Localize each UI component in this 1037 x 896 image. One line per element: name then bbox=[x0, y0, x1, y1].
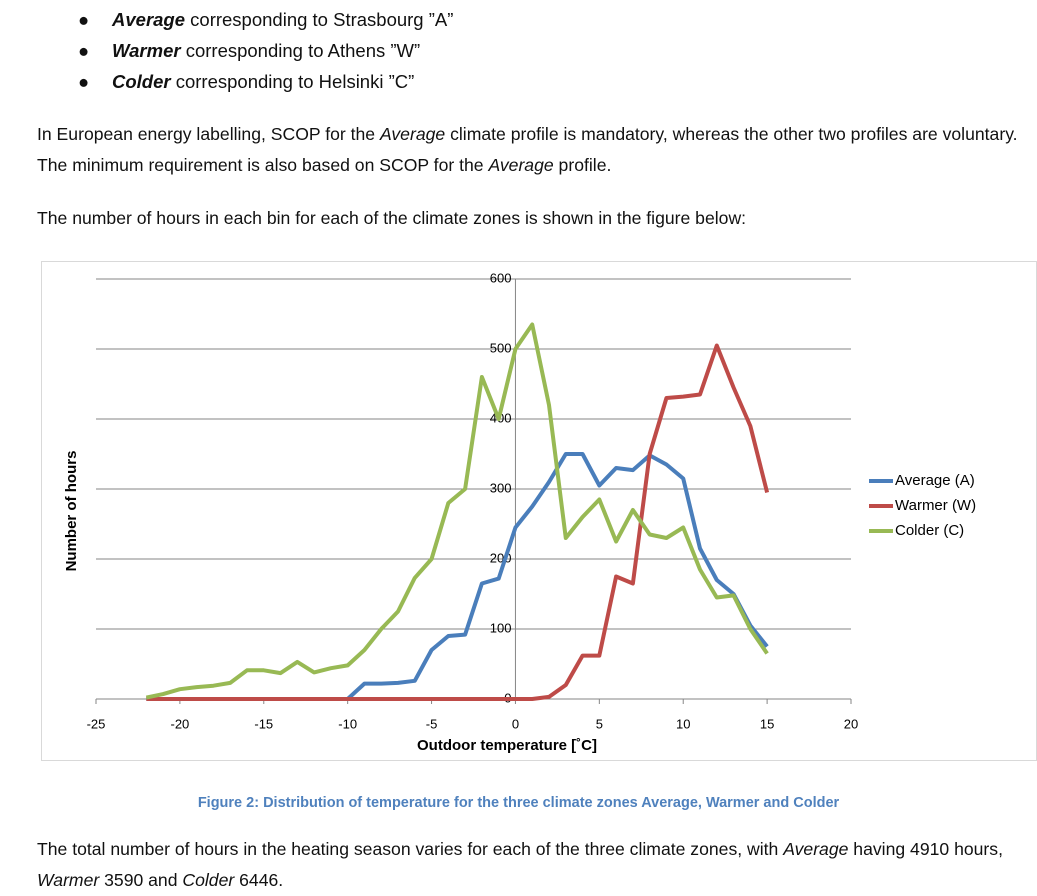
text: Warmer bbox=[37, 870, 100, 890]
text: Average bbox=[488, 155, 554, 175]
text: 3590 and bbox=[99, 870, 183, 890]
text: Average bbox=[379, 124, 446, 144]
x-tick-label: 5 bbox=[596, 716, 603, 731]
text: Average bbox=[783, 839, 849, 859]
y-tick-label: 600 bbox=[490, 270, 512, 285]
bullet: ● Average corresponding to Strasbourg ”A” bbox=[78, 9, 454, 30]
legend-label: Warmer (W) bbox=[895, 497, 976, 514]
legend-label: Colder (C) bbox=[895, 522, 964, 539]
x-tick-label: 10 bbox=[676, 716, 690, 731]
text: corresponding to Athens ”W” bbox=[180, 40, 421, 61]
x-tick-label: -15 bbox=[254, 716, 273, 731]
text: corresponding to Strasbourg ”A” bbox=[185, 9, 454, 30]
term: Average bbox=[112, 9, 186, 30]
text: The total number of hours in the heating… bbox=[37, 839, 784, 859]
caption: Figure 2: Distribution of temperature fo… bbox=[197, 795, 840, 811]
text: Colder bbox=[182, 870, 235, 890]
x-tick-label: -25 bbox=[87, 716, 106, 731]
x-tick-label: -20 bbox=[170, 716, 189, 731]
text: profile. bbox=[553, 155, 612, 175]
text: having 4910 hours, bbox=[848, 839, 1003, 859]
text: climate profile is mandatory, whereas th… bbox=[37, 124, 1018, 175]
x-tick-label: 20 bbox=[844, 716, 858, 731]
legend-label: Average (A) bbox=[895, 472, 975, 489]
y-tick-label: 300 bbox=[490, 480, 512, 495]
y-tick-label: 100 bbox=[490, 620, 512, 635]
text: 6446. bbox=[234, 870, 284, 890]
term: Warmer bbox=[112, 40, 181, 61]
x-tick-label: -10 bbox=[338, 716, 357, 731]
chart-border bbox=[41, 261, 1037, 761]
x-tick-label: 0 bbox=[512, 716, 519, 731]
x-tick-label: -5 bbox=[426, 716, 438, 731]
y-axis-label: Number of hours bbox=[63, 451, 80, 572]
paragraph: In European energy labelling, SCOP for t… bbox=[37, 119, 1022, 181]
series-line bbox=[146, 343, 770, 701]
chart: Number of hours Outdoor temperature [˚C]… bbox=[41, 261, 1037, 761]
paragraph: The number of hours in each bin for each… bbox=[37, 208, 747, 228]
x-axis-label: Outdoor temperature [˚C] bbox=[417, 737, 597, 754]
term: Colder bbox=[112, 71, 171, 92]
paragraph: The total number of hours in the heating… bbox=[37, 834, 1022, 896]
x-tick-label: 15 bbox=[760, 716, 774, 731]
y-tick-label: 500 bbox=[490, 340, 512, 355]
series-line bbox=[145, 322, 769, 700]
bullet: ● Colder corresponding to Helsinki ”C” bbox=[78, 71, 415, 92]
bullet: ● Warmer corresponding to Athens ”W” bbox=[78, 40, 421, 61]
text: In European energy labelling, SCOP for t… bbox=[37, 124, 380, 144]
text: corresponding to Helsinki ”C” bbox=[170, 71, 415, 92]
